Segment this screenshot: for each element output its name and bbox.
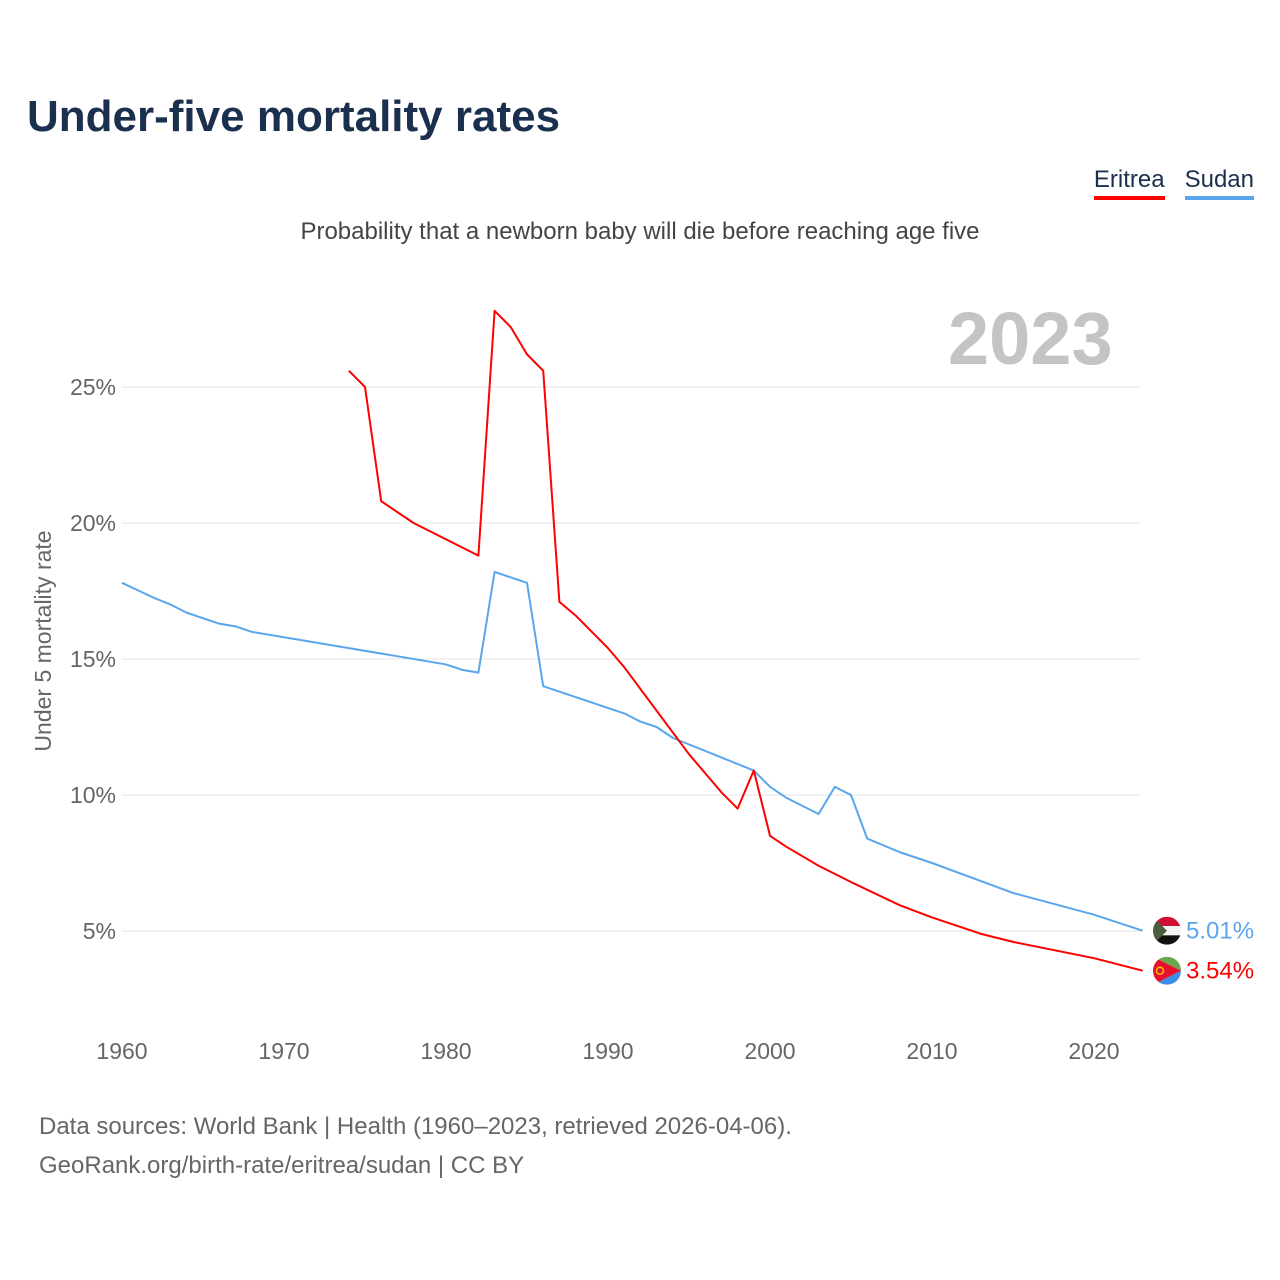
y-tick-label: 15% bbox=[70, 646, 116, 672]
source-line-1: Data sources: World Bank | Health (1960–… bbox=[39, 1113, 792, 1140]
y-tick-label: 25% bbox=[70, 374, 116, 400]
y-tick-label: 10% bbox=[70, 782, 116, 808]
x-tick-label: 1990 bbox=[582, 1038, 633, 1064]
x-tick-label: 1960 bbox=[96, 1038, 147, 1064]
chart-subtitle: Probability that a newborn baby will die… bbox=[300, 218, 980, 245]
end-value-label: 3.54% bbox=[1186, 958, 1254, 985]
series-line-sudan[interactable] bbox=[121, 570, 1143, 932]
source-line-2[interactable]: GeoRank.org/birth-rate/eritrea/sudan | C… bbox=[39, 1152, 525, 1179]
legend-sudan[interactable]: Sudan bbox=[1184, 166, 1254, 200]
source-note: Data sources: World Bank | Health (1960–… bbox=[39, 1107, 792, 1185]
x-tick-label: 1970 bbox=[258, 1038, 309, 1064]
x-tick-label: 2020 bbox=[1068, 1038, 1119, 1064]
end-value-label: 5.01% bbox=[1186, 918, 1254, 945]
eritrea-flag-icon bbox=[1153, 956, 1181, 985]
legend: Eritrea Sudan bbox=[1093, 166, 1254, 200]
series-line-eritrea[interactable] bbox=[348, 309, 1143, 972]
y-axis-label: Under 5 mortality rate bbox=[30, 530, 56, 751]
x-tick-label: 1980 bbox=[420, 1038, 471, 1064]
x-tick-label: 2000 bbox=[744, 1038, 795, 1064]
chart-title: Under-five mortality rates bbox=[27, 92, 561, 141]
y-tick-label: 5% bbox=[83, 918, 116, 944]
x-tick-label: 2010 bbox=[906, 1038, 957, 1064]
legend-eritrea[interactable]: Eritrea bbox=[1093, 166, 1165, 200]
y-tick-label: 20% bbox=[70, 510, 116, 536]
sudan-flag-icon bbox=[1153, 916, 1181, 945]
year-label: 2023 bbox=[948, 297, 1113, 380]
